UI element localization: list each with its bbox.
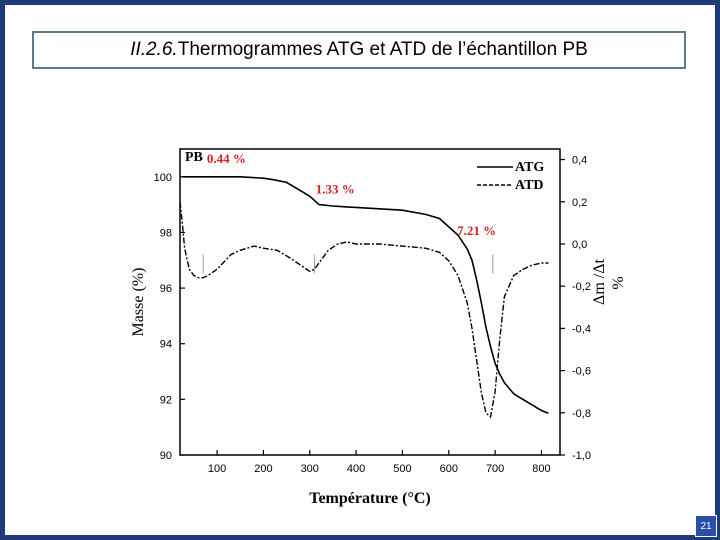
y-axis-right: -1,0 -0,8 -0,6 -0,4 -0,2 0,0 0,2 0,4 [560,155,591,462]
x-tick-label: 400 [347,463,365,475]
y-tick-label: 96 [160,283,172,295]
sample-label: PB [185,150,203,165]
slide: II.2.6. Thermogrammes ATG et ATD de l’éc… [5,5,717,537]
series-line-atg [182,175,549,415]
y2-axis-label: Δm /Δt [591,258,608,304]
tga-dta-chart: 100 200 300 400 500 600 700 800 90 92 94 96 98 100 -… [115,133,655,513]
x-tick-label: 800 [532,463,550,475]
chart-svg: 100 200 300 400 500 600 700 800 90 92 94 96 98 100 -… [130,148,627,507]
annotation-label: 1.33 % [316,182,355,197]
annotations: 0.44 % 1.33 % 7.21 % [207,151,496,238]
x-tick-label: 100 [208,463,226,475]
y-tick-label: 98 [160,227,172,239]
slide-title: Thermogrammes ATG et ATD de l’échantillo… [177,39,588,60]
x-tick-label: 200 [254,463,272,475]
y2-tick-label: 0,2 [572,197,587,209]
y2-tick-label: -0,8 [572,408,591,420]
y-axis-left: 90 92 94 96 98 100 [154,172,185,462]
legend: ATG ATD [477,160,544,193]
y-axis-label: Masse (%) [130,268,147,337]
x-tick-label: 600 [440,463,458,475]
series-group [179,175,549,419]
y2-axis-label-extra: % [610,276,627,289]
annotation-label: 0.44 % [207,151,246,166]
y2-tick-label: -0,6 [572,366,591,378]
x-tick-label: 700 [486,463,504,475]
y-tick-label: 94 [160,339,172,351]
legend-label-atd: ATD [515,178,544,193]
plot-frame [179,148,561,456]
legend-label-atg: ATG [515,160,544,175]
x-tick-label: 300 [301,463,319,475]
series-line-atd [179,201,549,419]
y2-tick-label: 0,0 [572,239,587,251]
slide-title-box: II.2.6. Thermogrammes ATG et ATD de l’éc… [32,31,686,69]
y-tick-label: 92 [160,394,172,406]
y2-tick-label: -0,4 [572,323,591,335]
y-tick-label: 100 [154,172,172,184]
marker-group [202,254,494,274]
x-tick-label: 500 [393,463,411,475]
annotation-label: 7.21 % [457,223,496,238]
y-tick-label: 90 [160,450,172,462]
y2-tick-label: -0,2 [572,281,591,293]
x-axis: 100 200 300 400 500 600 700 800 [208,450,551,475]
section-number: II.2.6. [130,39,178,60]
x-axis-label: Température (°C) [309,490,430,507]
y2-tick-label: -1,0 [572,450,591,462]
page-number-badge: 21 [695,515,717,537]
y2-tick-label: 0,4 [572,155,587,167]
